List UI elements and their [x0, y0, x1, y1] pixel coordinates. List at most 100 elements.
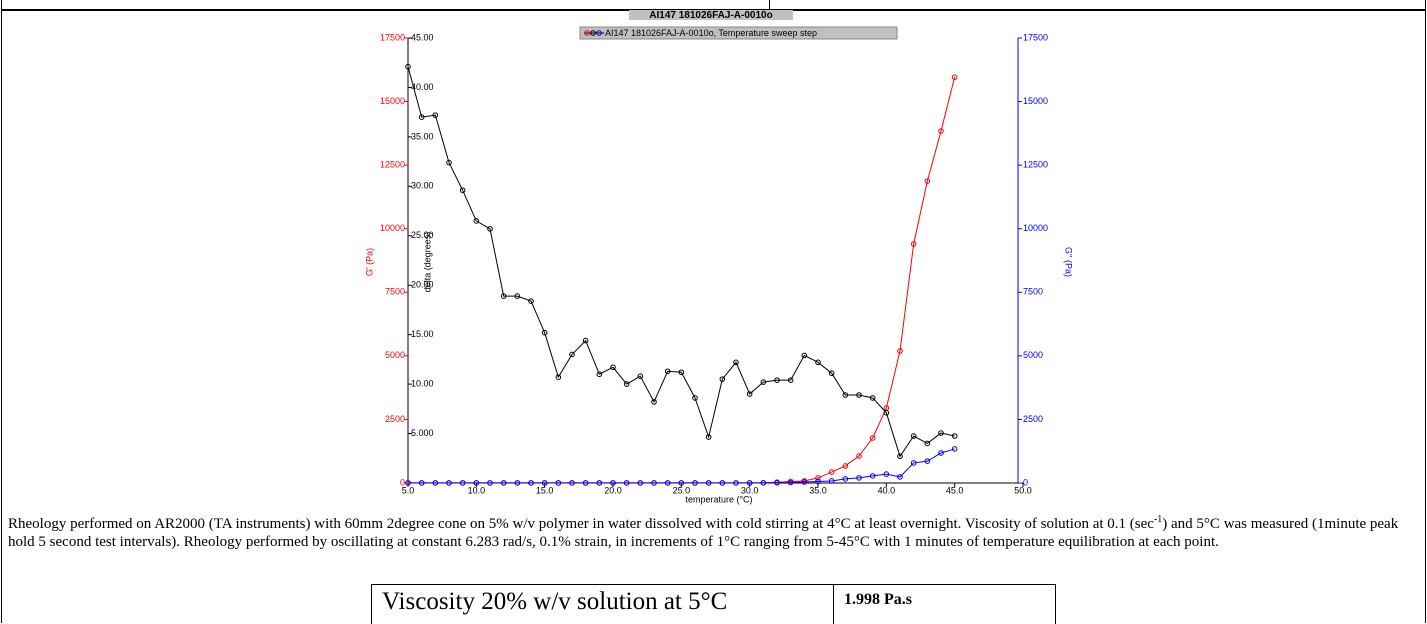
y3-tick-label: 40.00 [411, 82, 434, 92]
title-box [629, 10, 793, 20]
point [582, 337, 589, 344]
point [910, 433, 917, 439]
y-axis-label: G' (Pa) [364, 248, 374, 276]
top-cell-divider [769, 0, 770, 10]
point [459, 187, 466, 194]
point [637, 480, 644, 486]
point [582, 480, 589, 486]
point [897, 348, 903, 354]
y-tick-label: 10000 [380, 223, 405, 233]
y3-tick-label: 15.00 [411, 329, 434, 339]
point [623, 480, 630, 486]
notes-sup: -1 [1153, 514, 1163, 525]
point [924, 458, 931, 464]
point [828, 478, 835, 484]
x-tick-label: 25.0 [673, 485, 691, 495]
notes-text: ) and 5°C was measured (1minute peak hol… [8, 516, 1399, 550]
point [541, 329, 548, 336]
point [815, 475, 821, 481]
y-tick-label: 7500 [385, 287, 405, 297]
point [897, 474, 903, 480]
legend-marker [590, 30, 596, 36]
point [664, 368, 671, 375]
point [897, 453, 903, 460]
x-tick-label: 15.0 [536, 485, 554, 495]
notes: Rheology performed on AR2000 (TA instrum… [8, 511, 1418, 551]
y3-tick-label: 5.000 [411, 428, 434, 438]
point [856, 392, 862, 398]
point [856, 475, 862, 481]
point [692, 480, 698, 486]
series-line [408, 448, 955, 484]
table-cell: 1.998 Pa.s [833, 584, 1056, 624]
y3-tick-label: 10.00 [411, 378, 434, 388]
point [569, 351, 575, 358]
point [528, 298, 534, 304]
y-tick-label: 15000 [380, 96, 405, 106]
point [405, 63, 411, 70]
y-tick-label: 5000 [385, 350, 405, 360]
point [910, 460, 917, 466]
y2-tick-label: 0 [1023, 477, 1028, 487]
point [473, 480, 480, 486]
x-tick-label: 40.0 [878, 485, 896, 495]
y3-axis-label: delta (degrees) [422, 232, 432, 293]
point [924, 440, 931, 447]
point [514, 293, 521, 299]
point [856, 453, 862, 459]
point [801, 479, 808, 485]
point [555, 374, 562, 380]
point [500, 480, 507, 486]
point [760, 379, 767, 385]
y3-tick-label: 20.00 [411, 280, 434, 290]
point [760, 480, 767, 486]
point [610, 364, 616, 371]
point [787, 377, 794, 383]
y2-tick-label: 17500 [1023, 32, 1048, 42]
point [938, 430, 944, 436]
legend-text: AI147 181026FAJ-A-0010o, Temperature swe… [605, 28, 817, 38]
chart-title: AI147 181026FAJ-A-0010o [649, 10, 772, 21]
point [541, 480, 548, 486]
point [883, 471, 890, 477]
y2-tick-label: 12500 [1023, 160, 1048, 170]
point [637, 373, 644, 380]
y-tick-label: 0 [400, 477, 405, 487]
point [719, 376, 726, 382]
y-tick-label: 2500 [385, 414, 405, 424]
point [555, 480, 562, 486]
point [842, 476, 849, 482]
y-tick-label: 12500 [380, 160, 405, 170]
point [746, 480, 753, 486]
point [828, 469, 835, 475]
y2-tick-label: 7500 [1023, 287, 1043, 297]
point [651, 480, 657, 486]
y-tick-label: 17500 [380, 32, 405, 42]
point [418, 480, 425, 486]
point [801, 352, 808, 359]
point [746, 391, 753, 397]
point [910, 241, 917, 247]
point [951, 446, 958, 452]
series-line [408, 77, 956, 484]
point [596, 480, 603, 486]
x-tick-label: 10.0 [468, 485, 486, 495]
point [487, 226, 493, 232]
point [828, 370, 835, 377]
x-tick-label: 20.0 [604, 485, 622, 495]
point [705, 434, 712, 440]
point [500, 293, 507, 299]
x-tick-label: 5.0 [402, 485, 415, 495]
point [883, 409, 890, 416]
point [418, 114, 425, 120]
point [432, 112, 439, 118]
point [610, 480, 616, 486]
point [733, 480, 739, 486]
point [678, 369, 685, 376]
point [651, 399, 657, 405]
y2-tick-label: 10000 [1023, 223, 1048, 233]
point [951, 74, 958, 80]
table-cell: Viscosity 20% w/v solution at 5°C [371, 584, 834, 624]
